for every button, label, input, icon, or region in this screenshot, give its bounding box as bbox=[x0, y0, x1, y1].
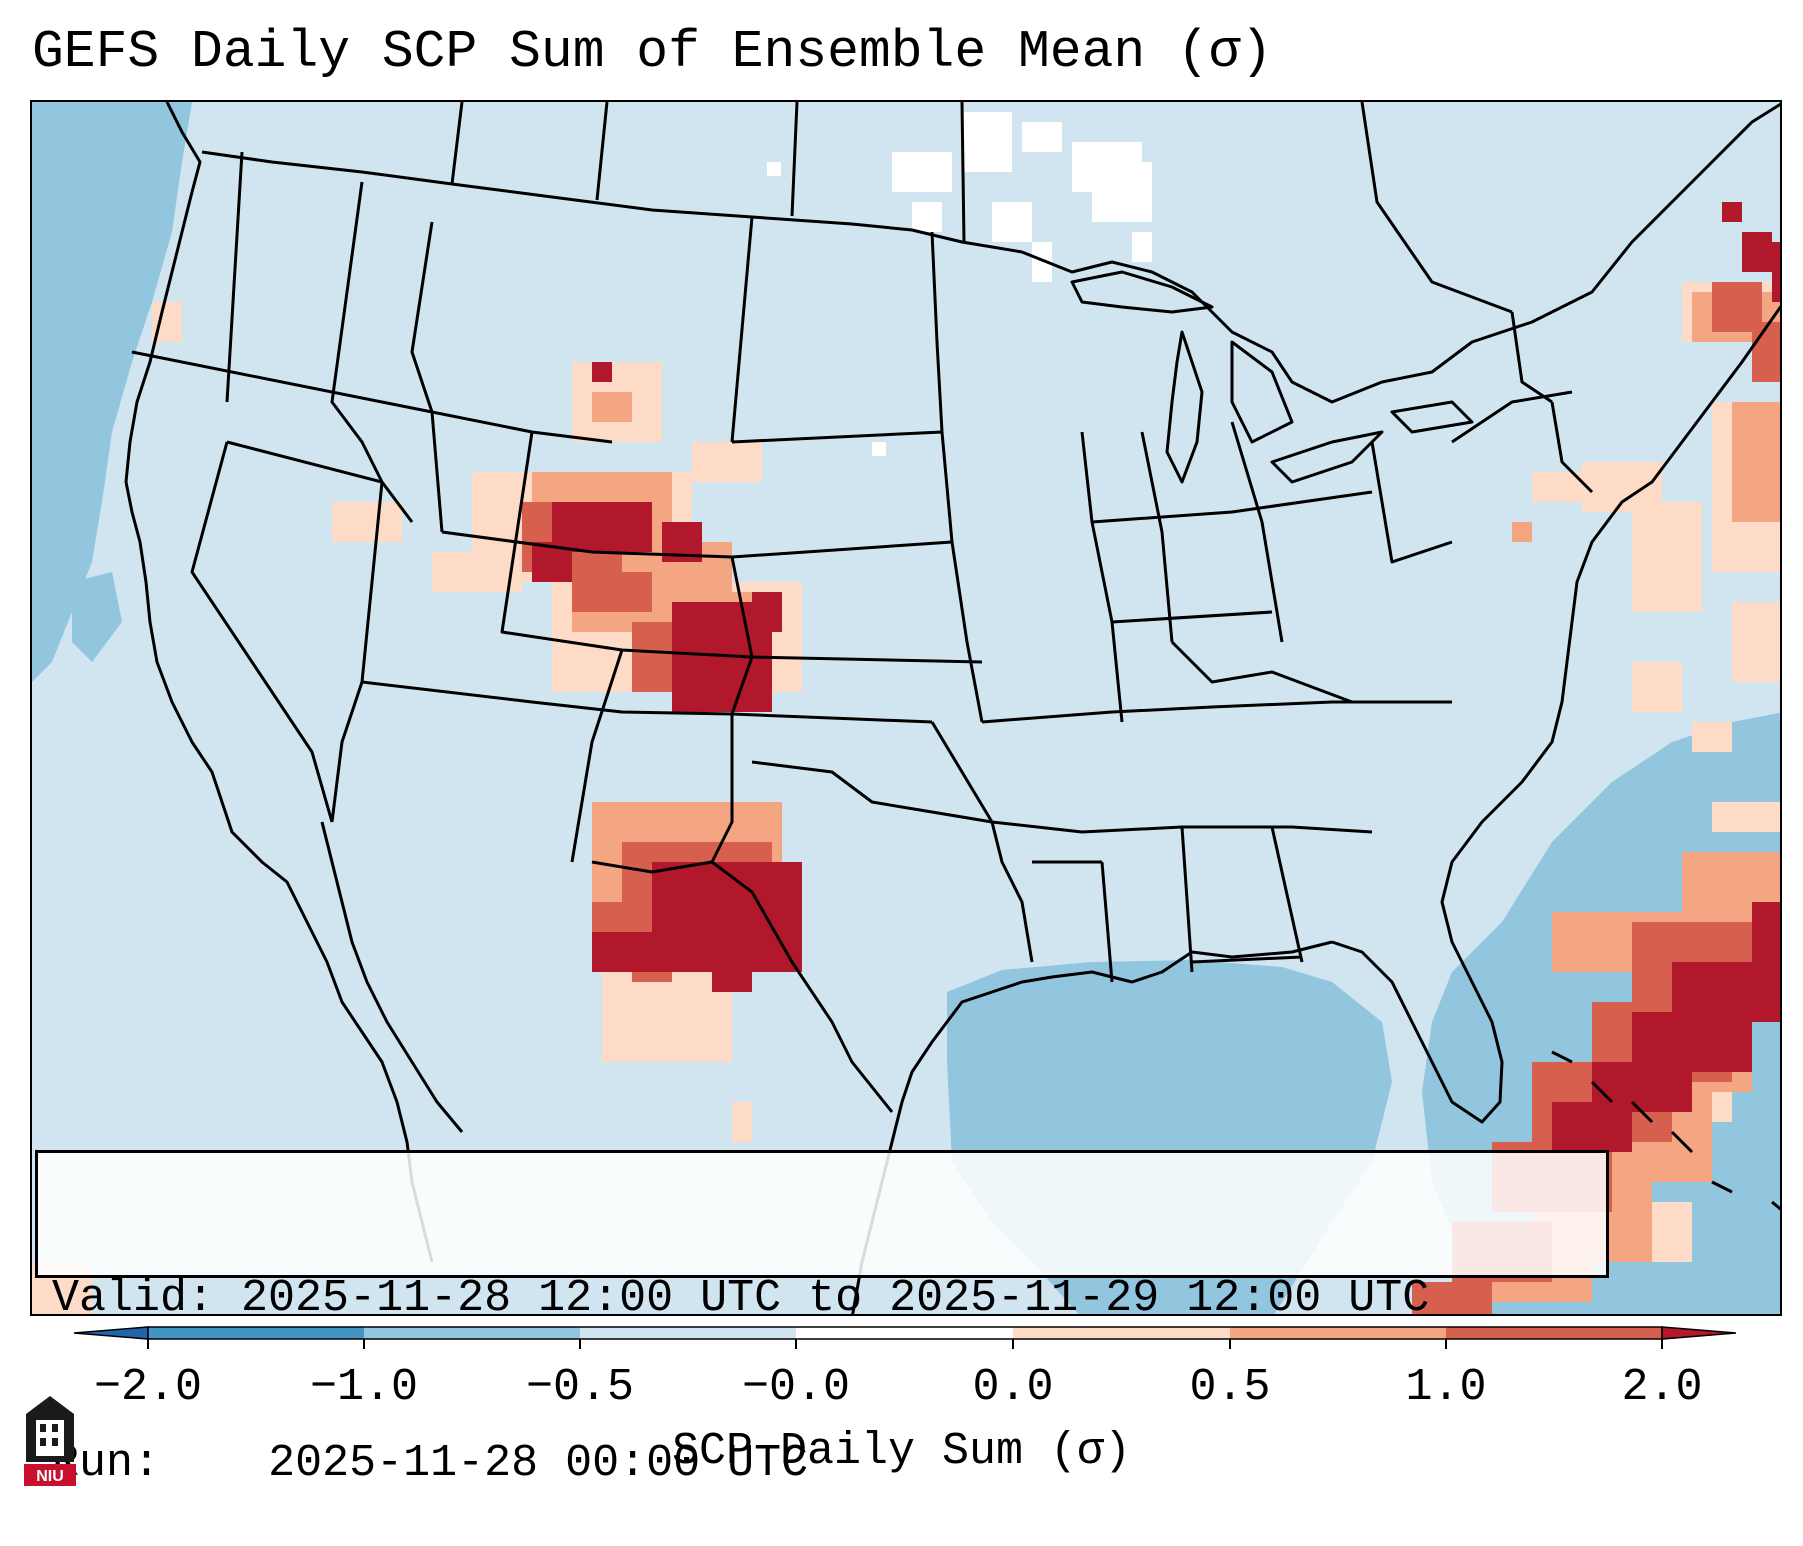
baja-coast bbox=[320, 821, 464, 1133]
canada-white-patches bbox=[767, 112, 1152, 456]
colorbar-tick-label: 0.5 bbox=[1189, 1362, 1271, 1413]
west-coastline bbox=[124, 102, 434, 1263]
caribbean-islands bbox=[1551, 1050, 1780, 1211]
chart-title: GEFS Daily SCP Sum of Ensemble Mean (σ) bbox=[32, 22, 1273, 82]
colorbar-tick-label: −1.0 bbox=[309, 1362, 419, 1413]
scp-dark-red bbox=[532, 202, 1780, 1152]
canada-us-border bbox=[201, 150, 1023, 254]
lake-huron bbox=[1230, 340, 1294, 444]
pacific-ocean-patch bbox=[72, 572, 122, 662]
east-coastline bbox=[1331, 305, 1780, 1124]
map-boundaries bbox=[124, 102, 1780, 1314]
colorbar-tick-label: 2.0 bbox=[1621, 1362, 1703, 1413]
lake-michigan bbox=[1165, 330, 1204, 484]
colorbar-tick-label: −0.5 bbox=[525, 1362, 635, 1413]
map-panel bbox=[30, 100, 1782, 1316]
colorbar-tick-label: −0.0 bbox=[741, 1362, 851, 1413]
colorbar-tick-label: 0.0 bbox=[972, 1362, 1054, 1413]
colorbar-extend-high bbox=[1661, 1326, 1737, 1340]
map-canvas bbox=[32, 102, 1780, 1314]
run-value: 2025-11-28 00:00 UTC bbox=[268, 1438, 809, 1489]
pacific-ocean bbox=[32, 102, 192, 682]
niu-logo: NIU bbox=[24, 1396, 76, 1486]
colorbar-label: SCP Daily Sum (σ) bbox=[671, 1426, 1132, 1477]
logo-text: NIU bbox=[36, 1468, 64, 1485]
run-row: Run: 2025-11-28 00:00 UTC bbox=[52, 1436, 1606, 1491]
valid-value: 2025-11-28 12:00 UTC to 2025-11-29 12:00… bbox=[241, 1273, 1430, 1324]
colorbar-tick-label: 1.0 bbox=[1405, 1362, 1487, 1413]
lake-erie bbox=[1270, 430, 1384, 484]
valid-label: Valid: bbox=[52, 1273, 215, 1324]
valid-run-infobox: Valid: 2025-11-28 12:00 UTC to 2025-11-2… bbox=[35, 1150, 1609, 1489]
colorbar-tick-label: −2.0 bbox=[93, 1362, 203, 1413]
lake-ontario bbox=[1390, 400, 1474, 434]
lake-superior bbox=[1070, 270, 1214, 314]
valid-row: Valid: 2025-11-28 12:00 UTC to 2025-11-2… bbox=[52, 1271, 1606, 1326]
